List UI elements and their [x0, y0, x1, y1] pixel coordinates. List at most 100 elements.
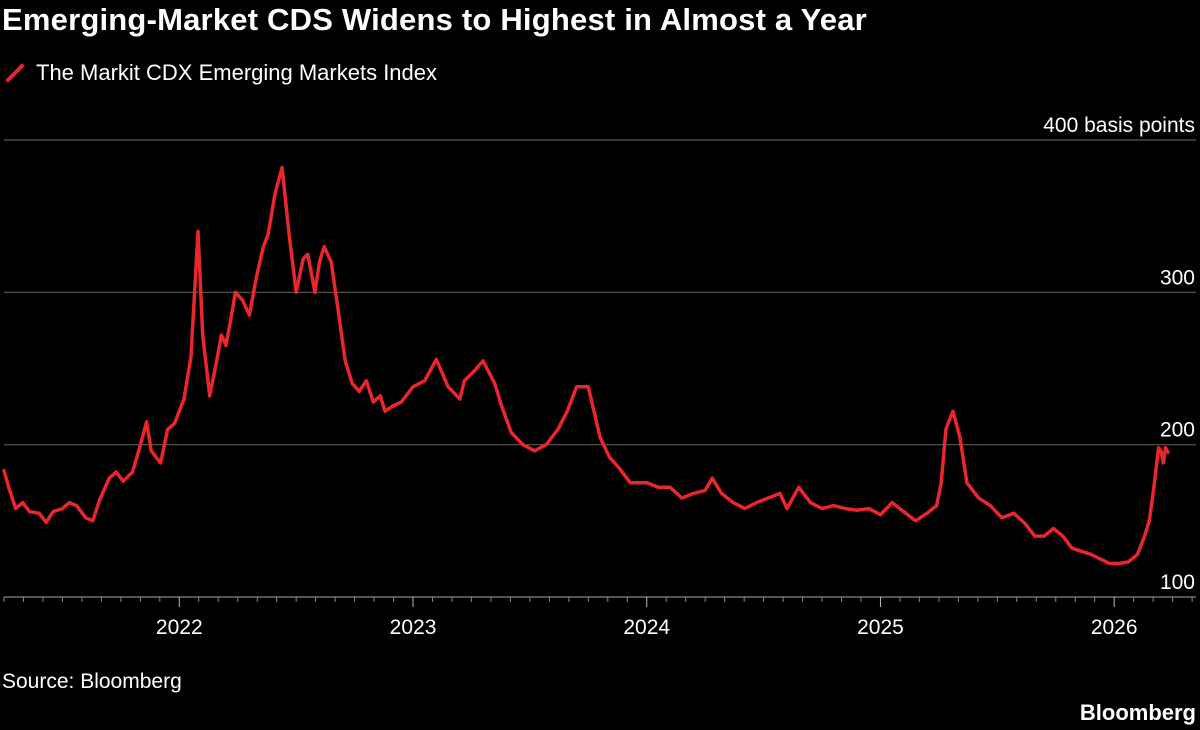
data-point	[145, 420, 149, 424]
data-point	[84, 516, 88, 520]
data-point	[224, 344, 228, 348]
data-point	[1042, 534, 1046, 538]
data-point	[533, 449, 537, 453]
data-point	[1147, 519, 1151, 523]
data-point	[390, 405, 394, 409]
legend-swatch-icon	[5, 63, 25, 83]
data-point	[743, 507, 747, 511]
data-point	[481, 359, 485, 363]
brand-logo: Bloomberg	[1079, 700, 1196, 725]
data-point	[855, 508, 859, 512]
data-point	[201, 333, 205, 337]
data-point	[114, 470, 118, 474]
data-point	[797, 485, 801, 489]
data-point	[2, 469, 6, 473]
data-point	[131, 470, 134, 474]
data-point	[656, 485, 660, 489]
chart-title: Emerging-Market CDS Widens to Highest in…	[2, 2, 867, 37]
data-point	[14, 507, 18, 511]
data-point	[939, 481, 943, 485]
x-tick-label: 2023	[390, 616, 437, 639]
series-line	[2, 165, 1170, 566]
data-point	[1033, 534, 1037, 538]
data-point	[556, 427, 560, 431]
data-point	[1000, 516, 1004, 520]
data-point	[313, 290, 317, 294]
x-tick-label: 2022	[156, 616, 203, 639]
data-point	[890, 501, 894, 505]
data-point	[1126, 560, 1130, 564]
data-point	[149, 449, 153, 453]
data-point	[1159, 449, 1163, 453]
data-point	[720, 491, 723, 495]
data-point	[914, 519, 917, 523]
data-point	[138, 446, 142, 450]
data-point	[958, 435, 962, 439]
data-point	[44, 520, 48, 524]
data-point	[607, 455, 611, 459]
data-point	[1080, 549, 1083, 553]
data-point	[159, 461, 163, 465]
data-point	[266, 232, 270, 236]
legend-label: The Markit CDX Emerging Markets Index	[36, 60, 438, 85]
data-point	[229, 318, 233, 322]
data-point	[925, 511, 929, 515]
data-point	[399, 400, 403, 404]
data-point	[67, 501, 71, 505]
data-point	[977, 496, 981, 500]
data-point	[1012, 511, 1016, 515]
data-point	[350, 382, 354, 386]
data-point	[364, 379, 368, 383]
data-point	[343, 359, 347, 363]
data-point	[219, 333, 223, 337]
data-point	[215, 359, 219, 363]
data-point	[879, 513, 882, 517]
data-point	[434, 357, 438, 361]
data-point	[731, 501, 735, 505]
y-tick-label: 400 basis points	[1043, 114, 1195, 137]
data-point	[965, 481, 969, 485]
data-point	[692, 491, 695, 495]
data-point	[1164, 446, 1168, 450]
data-point	[586, 385, 590, 389]
data-point	[598, 435, 602, 439]
data-point	[628, 481, 632, 485]
data-point	[196, 229, 200, 233]
data-point	[98, 498, 102, 501]
data-point	[710, 476, 714, 480]
data-point	[189, 354, 193, 358]
data-point	[154, 455, 158, 459]
data-point	[521, 443, 525, 447]
data-point	[322, 245, 326, 249]
data-point	[261, 245, 265, 249]
data-point	[493, 382, 497, 386]
data-point	[294, 290, 298, 294]
data-point	[509, 431, 513, 434]
data-point	[7, 485, 11, 489]
data-point	[60, 507, 64, 511]
data-point	[357, 389, 361, 393]
data-point	[867, 507, 871, 511]
data-point	[1070, 546, 1074, 550]
data-point	[766, 496, 770, 500]
data-point	[988, 504, 992, 508]
data-point	[208, 394, 212, 398]
data-point	[1136, 552, 1140, 556]
x-tick-label: 2026	[1091, 616, 1138, 639]
data-point	[318, 260, 321, 264]
data-point	[75, 504, 78, 508]
source-note: Source: Bloomberg	[2, 670, 182, 693]
data-point	[411, 385, 415, 389]
data-point	[462, 379, 466, 383]
data-point	[383, 409, 387, 413]
data-point	[287, 232, 291, 236]
x-tick-label: 2024	[623, 616, 670, 639]
data-point	[785, 507, 789, 511]
data-point	[472, 370, 476, 373]
data-point	[91, 519, 95, 523]
data-point	[755, 501, 759, 505]
data-point	[306, 252, 310, 256]
data-point	[843, 507, 847, 511]
data-point	[21, 501, 25, 505]
data-point	[121, 479, 125, 483]
